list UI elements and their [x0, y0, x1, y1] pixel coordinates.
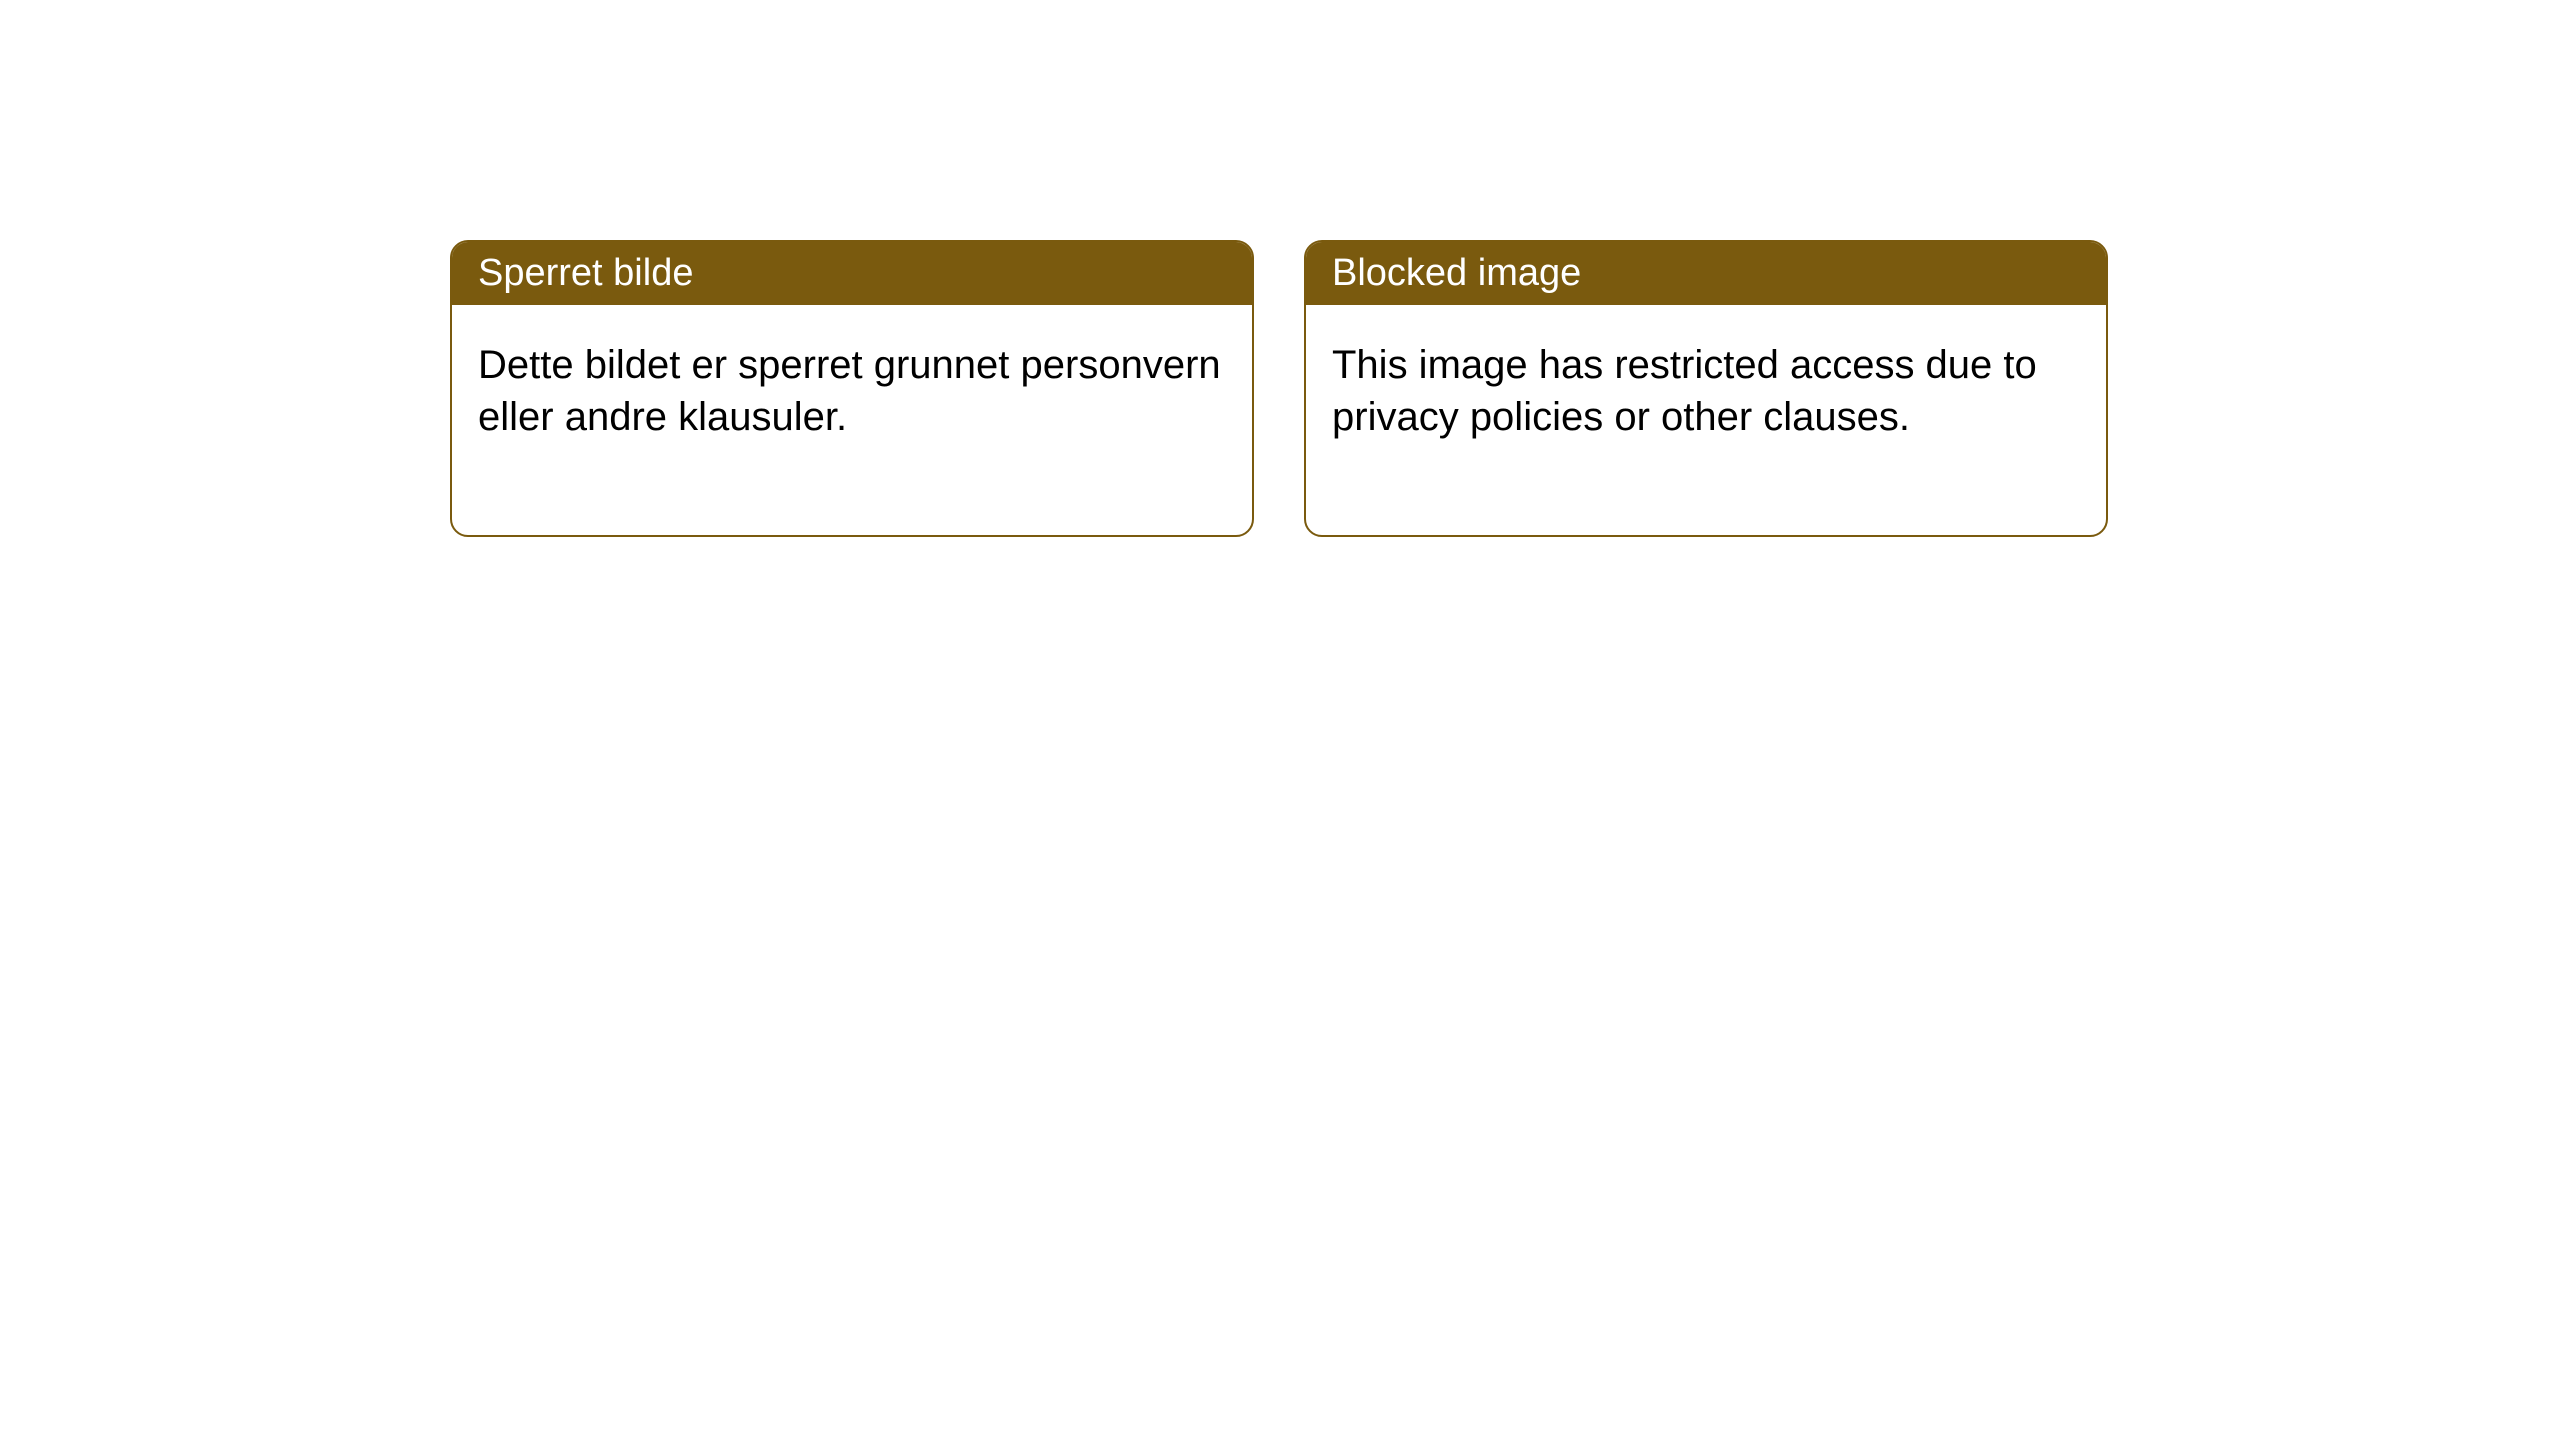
notice-body-english: This image has restricted access due to …	[1306, 305, 2106, 535]
notice-body-norwegian: Dette bildet er sperret grunnet personve…	[452, 305, 1252, 535]
notice-header-norwegian: Sperret bilde	[452, 242, 1252, 305]
notice-box-english: Blocked image This image has restricted …	[1304, 240, 2108, 537]
notice-title-norwegian: Sperret bilde	[478, 252, 693, 294]
notice-text-norwegian: Dette bildet er sperret grunnet personve…	[478, 343, 1221, 439]
notice-box-norwegian: Sperret bilde Dette bildet er sperret gr…	[450, 240, 1254, 537]
notice-header-english: Blocked image	[1306, 242, 2106, 305]
notice-container: Sperret bilde Dette bildet er sperret gr…	[0, 0, 2560, 537]
notice-text-english: This image has restricted access due to …	[1332, 343, 2037, 439]
notice-title-english: Blocked image	[1332, 252, 1581, 294]
